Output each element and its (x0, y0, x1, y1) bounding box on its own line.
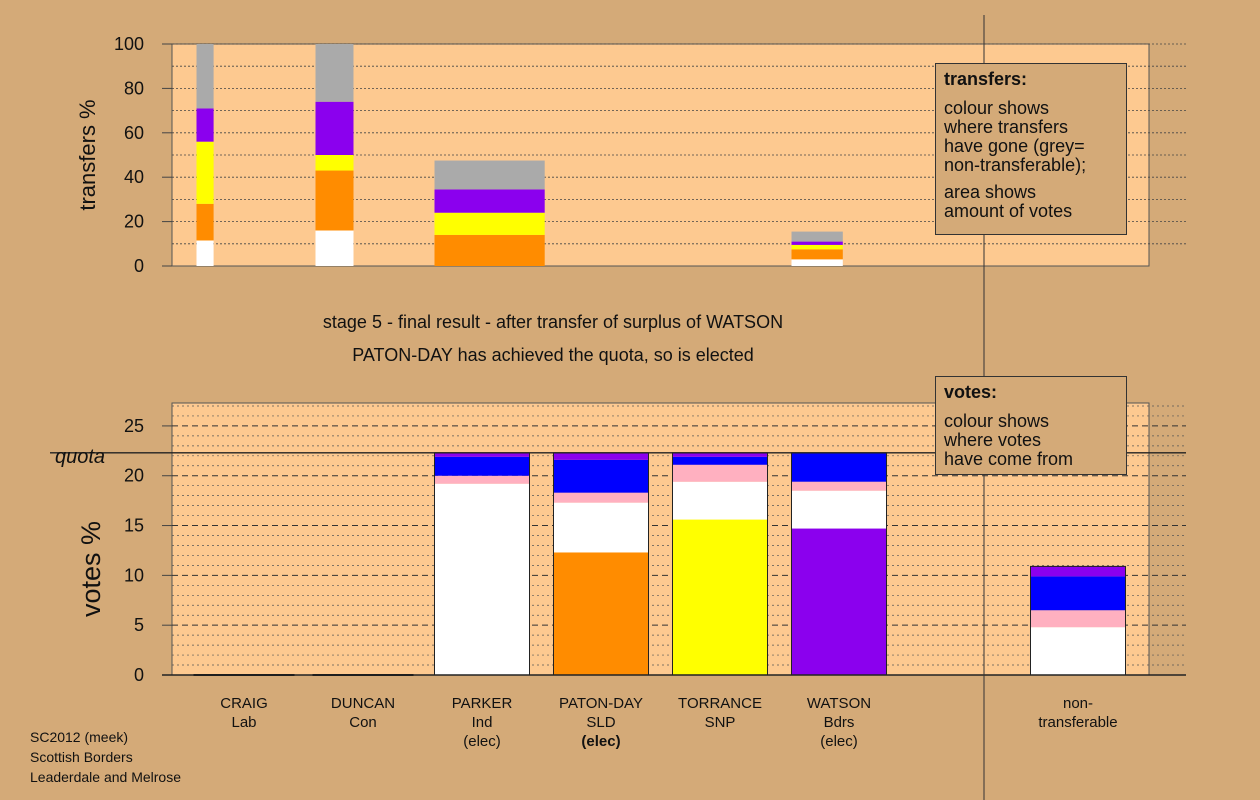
votes-tick-label: 25 (124, 416, 144, 436)
vote-segment (434, 456, 530, 476)
footer-info: SC2012 (meek) Scottish Borders Leaderdal… (30, 727, 181, 787)
transfer-segment (791, 249, 843, 260)
vote-segment (672, 452, 768, 457)
vote-segment (1030, 610, 1126, 628)
vote-segment (553, 502, 649, 553)
votes-tick-label: 15 (124, 516, 144, 536)
votes-tick-label: 0 (134, 665, 144, 685)
transfer-segment (315, 230, 354, 266)
transfers-tick-label: 80 (124, 78, 144, 98)
transfers-legend-line: colour shows (944, 98, 1050, 118)
candidate-name: TORRANCE (678, 695, 762, 712)
transfer-segment (434, 160, 545, 190)
votes-tick-label: 5 (134, 615, 144, 635)
candidate-name: PATON-DAY (559, 695, 643, 712)
vote-segment (434, 452, 530, 457)
transfer-segment (791, 259, 843, 266)
transfers-tick-label: 60 (124, 123, 144, 143)
footer-line: Scottish Borders (30, 749, 133, 765)
transfer-segment (434, 234, 545, 266)
transfer-segment (434, 189, 545, 213)
footer-line: Leaderdale and Melrose (30, 769, 181, 785)
transfer-segment (315, 44, 354, 102)
candidate-status: (elec) (581, 733, 620, 750)
transfers-legend-line: non-transferable); (944, 155, 1087, 175)
transfers-legend-line: where transfers (944, 117, 1069, 137)
vote-segment (672, 519, 768, 675)
vote-segment (553, 552, 649, 675)
transfer-segment (196, 44, 214, 109)
transfers-tick-label: 40 (124, 167, 144, 187)
votes-tick-label: 20 (124, 466, 144, 486)
votes-legend-title: votes: (944, 382, 998, 402)
candidate-party: SLD (586, 714, 615, 731)
vote-segment (672, 481, 768, 520)
candidate-party: Con (349, 714, 377, 731)
votes-legend-line: colour shows (944, 411, 1050, 431)
candidate-name: PARKER (452, 695, 513, 712)
vote-segment (672, 456, 768, 465)
candidate-name: CRAIG (220, 695, 268, 712)
vote-segment (672, 464, 768, 482)
vote-segment (553, 459, 649, 493)
transfers-tick-label: 100 (114, 34, 144, 54)
candidate-party: Ind (472, 714, 493, 731)
transfer-segment (196, 240, 214, 266)
transfer-segment (315, 101, 354, 155)
transfer-segment (791, 241, 843, 245)
vote-segment (1030, 627, 1126, 675)
vote-segment (553, 452, 649, 460)
candidate-status: (elec) (820, 733, 858, 750)
transfer-segment (315, 170, 354, 231)
transfers-legend: transfers: colour shows where transfers … (935, 63, 1127, 235)
vote-segment (553, 492, 649, 503)
transfers-legend-line: amount of votes (944, 201, 1073, 221)
transfers-legend-line: area shows (944, 182, 1037, 202)
candidate-party: Bdrs (824, 714, 855, 731)
candidate-name: DUNCAN (331, 695, 395, 712)
candidate-party: transferable (1038, 714, 1117, 731)
transfers-tick-label: 0 (134, 256, 144, 276)
transfer-segment (196, 141, 214, 204)
transfer-segment (315, 155, 354, 171)
transfer-segment (434, 212, 545, 235)
candidate-party: Lab (231, 714, 256, 731)
vote-segment (1030, 576, 1126, 611)
votes-tick-label: 10 (124, 565, 144, 585)
transfer-segment (196, 108, 214, 142)
transfers-axis-title: transfers % (75, 99, 100, 210)
votes-legend-line: have come from (944, 449, 1074, 469)
stage-title: stage 5 - final result - after transfer … (323, 312, 783, 332)
vote-segment (1030, 566, 1126, 577)
footer-line: SC2012 (meek) (30, 729, 129, 745)
candidate-status: (elec) (463, 733, 501, 750)
quota-label: quota (55, 446, 105, 468)
transfers-tick-label: 20 (124, 212, 144, 232)
vote-segment (791, 490, 887, 529)
votes-legend-line: where votes (944, 430, 1042, 450)
candidate-name: non- (1063, 695, 1093, 712)
vote-segment (791, 528, 887, 675)
transfers-legend-title: transfers: (944, 69, 1028, 89)
transfer-segment (791, 244, 843, 250)
candidate-party: SNP (705, 714, 736, 731)
vote-segment (434, 475, 530, 484)
vote-segment (434, 483, 530, 675)
vote-segment (791, 481, 887, 491)
vote-segment (791, 452, 887, 482)
votes-axis-title: votes % (76, 521, 106, 617)
candidate-name: WATSON (807, 695, 871, 712)
transfer-segment (791, 231, 843, 242)
transfers-legend-line: have gone (grey= (944, 136, 1085, 156)
transfer-segment (196, 203, 214, 241)
votes-legend: votes: colour shows where votes have com… (935, 376, 1127, 475)
elected-note: PATON-DAY has achieved the quota, so is … (352, 345, 754, 365)
